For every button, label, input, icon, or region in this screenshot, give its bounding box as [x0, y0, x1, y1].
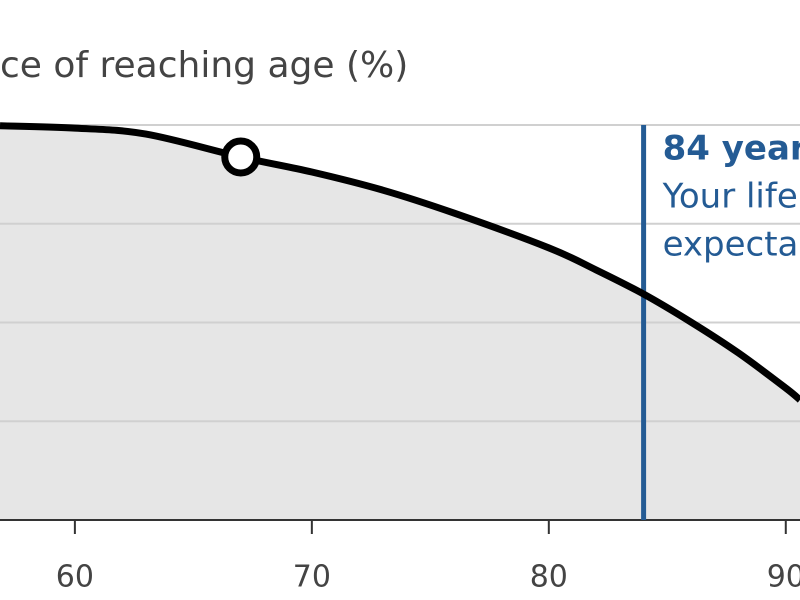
x-tick-label: 70 — [293, 560, 331, 595]
reference-label: expecta — [663, 225, 799, 265]
x-tick-label: 60 — [56, 560, 94, 595]
x-tick-label: 80 — [530, 560, 568, 595]
marker — [221, 137, 261, 177]
x-tick-label: 90 — [767, 560, 800, 595]
curve — [0, 122, 800, 403]
chart-title: ce of reaching age (%) — [0, 45, 408, 86]
reference-label: Your life — [662, 177, 798, 217]
reference-label: 84 year — [663, 129, 800, 169]
